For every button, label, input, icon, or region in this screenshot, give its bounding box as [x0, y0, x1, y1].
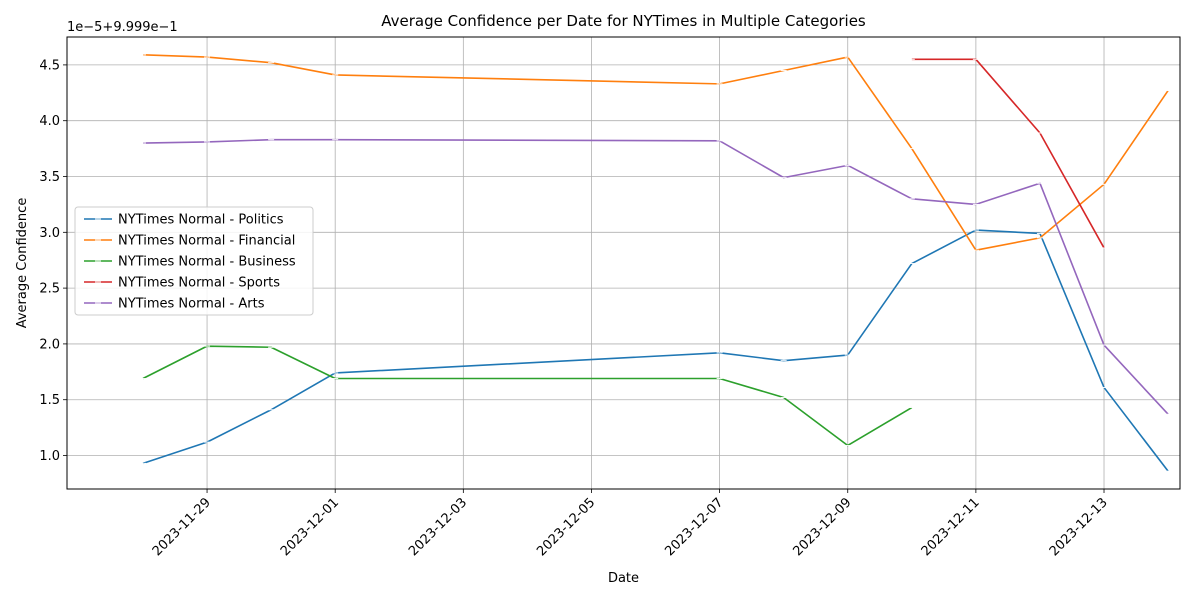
y-tick-label: 1.5 — [39, 393, 60, 408]
series-group — [139, 229, 1172, 472]
series-line — [142, 138, 1169, 415]
y-tick-label: 4.0 — [39, 114, 60, 129]
legend-label: NYTimes Normal - Financial — [118, 234, 295, 249]
plot-frame — [66, 36, 1181, 490]
series-line — [142, 229, 1169, 472]
series-line — [142, 54, 1169, 251]
legend-label: NYTimes Normal - Business — [118, 255, 296, 270]
series-line — [911, 58, 1105, 249]
chart-title: Average Confidence per Date for NYTimes … — [381, 12, 866, 30]
y-tick-label: 1.0 — [39, 449, 60, 464]
legend: NYTimes Normal - Politics NYTimes Normal … — [74, 206, 314, 316]
y-tick-label: 3.0 — [39, 226, 60, 241]
x-axis-label: Date — [608, 571, 639, 586]
y-tick-label: 4.5 — [39, 58, 60, 73]
legend-label: NYTimes Normal - Arts — [118, 297, 265, 312]
legend-box — [74, 206, 314, 316]
series-group — [908, 58, 1108, 249]
legend-label: NYTimes Normal - Politics — [118, 213, 284, 228]
legend-label: NYTimes Normal - Sports — [118, 276, 280, 291]
series-group — [139, 345, 915, 447]
series-lines — [139, 54, 1172, 472]
y-tick-label: 3.5 — [39, 170, 60, 185]
series-line — [142, 345, 913, 447]
y-axis-label: Average Confidence — [15, 198, 30, 329]
series-group — [139, 138, 1172, 415]
series-group — [139, 54, 1172, 251]
y-tick-label: 2.0 — [39, 337, 60, 352]
y-tick-label: 2.5 — [39, 282, 60, 297]
y-offset-label: 1e−5+9.999e−1 — [67, 20, 178, 35]
grid — [67, 37, 1180, 489]
